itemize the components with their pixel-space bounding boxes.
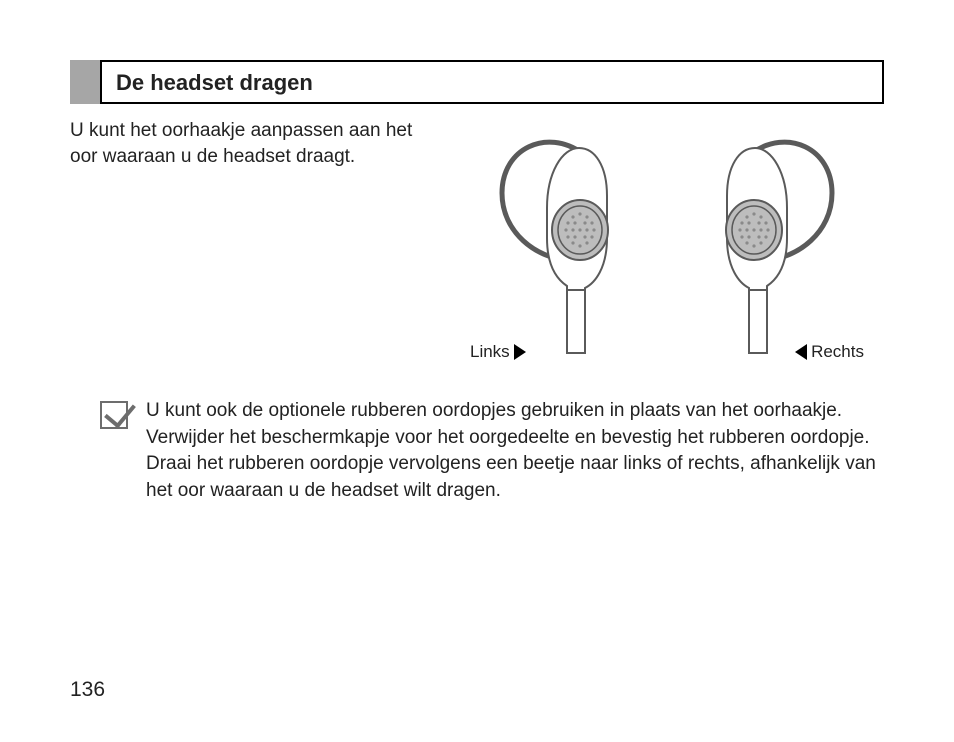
heading-text: De headset dragen — [102, 62, 882, 102]
note-text: U kunt ook de optionele rubberen oordopj… — [146, 398, 884, 504]
earhook-diagram — [467, 118, 867, 358]
section-heading: De headset dragen — [100, 60, 884, 104]
right-label: Rechts — [811, 342, 864, 362]
note-block: U kunt ook de optionele rubberen oordopj… — [70, 398, 884, 504]
intro-text: U kunt het oorhaakje aanpassen aan het o… — [70, 118, 450, 368]
arrow-right-icon — [514, 344, 526, 360]
checkmark-icon — [100, 401, 128, 429]
caption-left: Links — [470, 342, 526, 362]
manual-page: De headset dragen U kunt het oorhaakje a… — [0, 0, 954, 742]
caption-right: Rechts — [795, 342, 864, 362]
heading-tab — [70, 60, 100, 104]
page-number: 136 — [70, 678, 105, 702]
content-row: U kunt het oorhaakje aanpassen aan het o… — [70, 118, 884, 368]
headset-figure: Links Rechts — [450, 118, 884, 368]
arrow-left-icon — [795, 344, 807, 360]
left-label: Links — [470, 342, 510, 362]
figure-captions: Links Rechts — [450, 342, 884, 362]
